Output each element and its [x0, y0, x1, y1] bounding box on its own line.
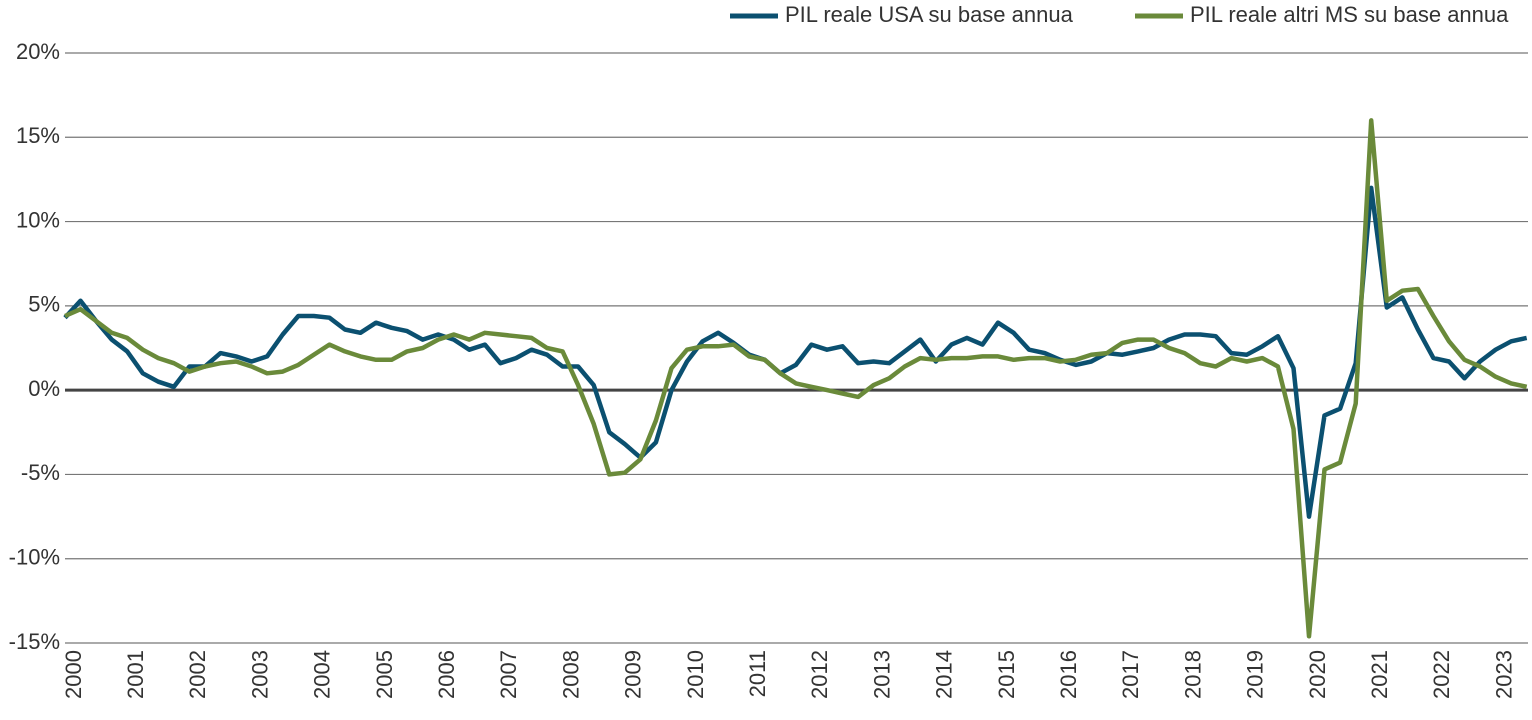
- y-tick-label: 5%: [28, 292, 60, 317]
- x-tick-label: 2002: [185, 650, 210, 699]
- series-line: [64, 118, 1528, 639]
- legend-label: PIL reale USA su base annua: [785, 2, 1074, 27]
- x-tick-label: 2005: [372, 650, 397, 699]
- x-tick-label: 2020: [1305, 650, 1330, 699]
- y-tick-label: 15%: [16, 123, 60, 148]
- x-tick-label: 2008: [558, 650, 583, 699]
- y-tick-label: 20%: [16, 39, 60, 64]
- x-tick-label: 2013: [869, 650, 894, 699]
- x-tick-label: 2010: [683, 650, 708, 699]
- y-tick-label: -5%: [21, 460, 60, 485]
- y-tick-label: 0%: [28, 376, 60, 401]
- x-tick-label: 2016: [1056, 650, 1081, 699]
- x-tick-label: 2014: [932, 650, 957, 699]
- x-tick-label: 2019: [1243, 650, 1268, 699]
- x-tick-label: 2015: [994, 650, 1019, 699]
- x-tick-label: 2022: [1429, 650, 1454, 699]
- series-line: [63, 185, 1528, 519]
- x-tick-label: 2018: [1180, 650, 1205, 699]
- x-tick-label: 2004: [310, 650, 335, 699]
- x-tick-label: 2012: [807, 650, 832, 699]
- y-tick-label: -15%: [9, 629, 60, 654]
- x-tick-label: 2023: [1491, 650, 1516, 699]
- x-tick-label: 2003: [247, 650, 272, 699]
- y-tick-label: 10%: [16, 207, 60, 232]
- x-tick-label: 2021: [1367, 650, 1392, 699]
- x-tick-label: 2001: [123, 650, 148, 699]
- x-tick-label: 2009: [621, 650, 646, 699]
- x-tick-label: 2017: [1118, 650, 1143, 699]
- x-tick-label: 2000: [61, 650, 86, 699]
- legend-label: PIL reale altri MS su base annua: [1190, 2, 1509, 27]
- x-tick-label: 2011: [745, 650, 770, 697]
- x-tick-label: 2007: [496, 650, 521, 699]
- x-tick-label: 2006: [434, 650, 459, 699]
- y-tick-label: -10%: [9, 545, 60, 570]
